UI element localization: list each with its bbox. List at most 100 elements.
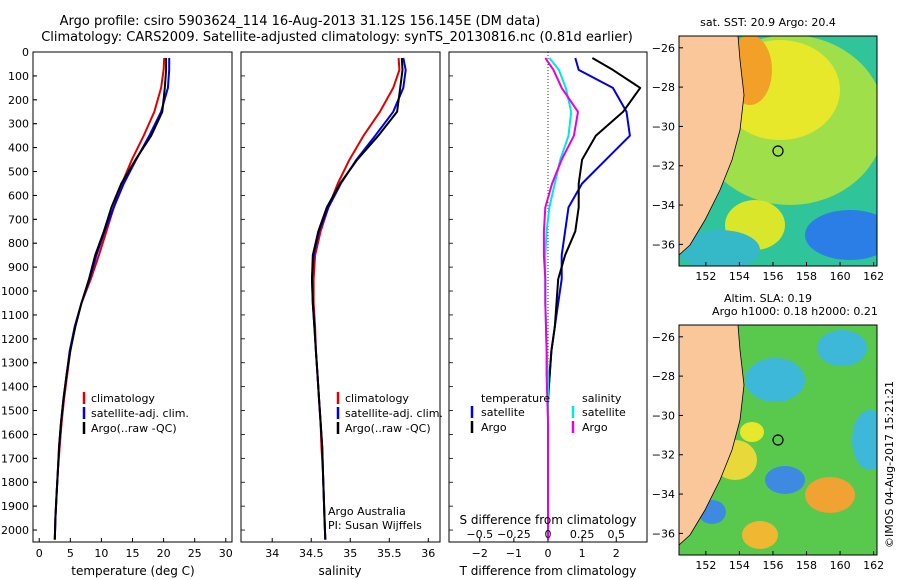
x-tick-label: −2: [472, 547, 488, 560]
depth-tick-label: 1600: [1, 428, 29, 441]
sst-map-frame: [678, 35, 878, 267]
x-tick-label: 35.5: [377, 547, 402, 560]
sst-cool-coast: [680, 230, 760, 266]
s-diff-tick-label: 0: [545, 528, 552, 541]
x-tick-label: 10: [94, 547, 108, 560]
legend-label-argo: Argo(..raw -QC): [91, 422, 177, 435]
sla-low-eddy-5: [852, 410, 877, 470]
map-x-tick-label: 152: [695, 270, 716, 283]
temperature-panel-frame: [32, 51, 233, 543]
map-y-tick-label: −36: [652, 238, 675, 251]
sla-map-frame: [678, 324, 878, 556]
x-tick-label: 34.5: [299, 547, 324, 560]
sla-map: [679, 325, 877, 555]
legend-label-satellite: satellite-adj. clim.: [91, 407, 189, 420]
difference-legend: temperature satellite Argo salinity sate…: [470, 392, 626, 434]
depth-tick-label: 1500: [1, 405, 29, 418]
legend-label-climatology: climatology: [91, 392, 155, 405]
series-line-argo-raw-qc-: [311, 57, 404, 540]
map-y-tick-label: −26: [652, 331, 675, 344]
map-x-tick-label: 160: [830, 270, 851, 283]
map-y-tick-label: −32: [652, 160, 675, 173]
map-x-tick-label: 156: [762, 559, 783, 572]
s-diff-tick-label: 0.25: [570, 528, 595, 541]
x-tick-label: 0: [545, 547, 552, 560]
map-x-tick-label: 154: [729, 270, 750, 283]
depth-tick-label: 400: [8, 142, 29, 155]
x-tick-label: 5: [67, 547, 74, 560]
copyright-stamp: ©IMOS 04-Aug-2017 15:21:21: [883, 381, 896, 548]
x-tick-label: 35: [343, 547, 357, 560]
figure-title-line2: Climatology: CARS2009. Satellite-adjuste…: [41, 30, 633, 45]
depth-tick-label: 1400: [1, 381, 29, 394]
map-x-tick-label: 160: [830, 559, 851, 572]
depth-tick-label: 1300: [1, 357, 29, 370]
map-y-tick-label: −28: [652, 370, 675, 383]
depth-tick-label: 600: [8, 189, 29, 202]
map-x-tick-label: 162: [863, 559, 884, 572]
depth-tick-label: 100: [8, 70, 29, 83]
map-x-tick-label: 158: [796, 270, 817, 283]
map-y-tick-label: −34: [652, 488, 675, 501]
map-x-tick-label: 158: [796, 559, 817, 572]
sla-low-eddy-1: [745, 358, 805, 402]
temperature-axis-label: temperature (deg C): [71, 564, 194, 578]
x-tick-label: 25: [188, 547, 202, 560]
t-difference-axis-label: T difference from climatology: [459, 564, 637, 578]
depth-tick-label: 1700: [1, 452, 29, 465]
sst-map: [679, 36, 877, 266]
s-difference-axis-label: S difference from climatology: [460, 513, 637, 527]
x-tick-label: 30: [219, 547, 233, 560]
land-mass: [679, 36, 745, 256]
x-tick-label: 20: [157, 547, 171, 560]
legend-label-argo: Argo(..raw -QC): [345, 422, 431, 435]
map-y-tick-label: −30: [652, 409, 675, 422]
sla-map-title: Altim. SLA: 0.19: [724, 292, 812, 305]
depth-tick-label: 1200: [1, 333, 29, 346]
sla-map-subtitle: Argo h1000: 0.18 h2000: 0.21: [712, 305, 878, 318]
s-diff-tick-label: −0.5: [466, 528, 493, 541]
salinity-axis-label: salinity: [318, 564, 361, 578]
map-x-tick-label: 152: [695, 559, 716, 572]
sla-map-ticks: 152 154 156 158 160 162 −26 −28 −30 −32 −34 −36: [652, 331, 884, 572]
temperature-legend: climatology satellite-adj. clim. Argo(..…: [82, 392, 189, 435]
x-tick-label: 2: [613, 547, 620, 560]
land-mass: [679, 325, 745, 546]
legend-label-climatology: climatology: [345, 392, 409, 405]
pi-note: PI: Susan Wijffels: [328, 519, 422, 532]
data-source-note: Argo Australia: [328, 505, 406, 518]
x-tick-label: 36: [421, 547, 435, 560]
depth-tick-label: 700: [8, 213, 29, 226]
sla-low-eddy-2: [817, 330, 867, 366]
depth-tick-label: 300: [8, 118, 29, 131]
x-tick-label: −1: [506, 547, 522, 560]
sla-high-eddy-4: [740, 422, 764, 442]
x-tick-label: 34: [265, 547, 279, 560]
s-diff-tick-label: 0.5: [608, 528, 626, 541]
sst-cool-region: [805, 210, 877, 260]
map-y-tick-label: −34: [652, 199, 675, 212]
x-tick-label: 0: [36, 547, 43, 560]
depth-tick-label: 500: [8, 166, 29, 179]
sla-high-eddy-2: [805, 477, 855, 513]
depth-axis: 0 100 200 300 400 500 600 700 800 900 1000 1100 1200…: [1, 46, 37, 537]
legend-label-sal-argo: Argo: [582, 421, 608, 434]
sla-high-eddy-3: [742, 521, 778, 549]
map-x-tick-label: 162: [863, 270, 884, 283]
legend-label-sal-satellite: satellite: [582, 406, 626, 419]
figure-title-line1: Argo profile: csiro 5903624_114 16-Aug-2…: [60, 14, 541, 29]
sst-map-ticks: 152 154 156 158 160 162 −26 −28 −30 −32 −34 −36: [652, 42, 884, 283]
series-line-argo-raw-qc-: [53, 58, 168, 540]
legend-label-satellite: satellite-adj. clim.: [345, 407, 443, 420]
map-x-tick-label: 154: [729, 559, 750, 572]
salinity-legend: climatology satellite-adj. clim. Argo(..…: [328, 392, 443, 532]
salinity-plot: 34 34.5 35 35.5 36: [241, 51, 435, 560]
depth-tick-label: 200: [8, 94, 29, 107]
difference-plot: −2 −1 0 1 2 −0.5 −0.25 0 0.25 0.5: [449, 51, 642, 560]
depth-tick-label: 2000: [1, 524, 29, 537]
x-tick-label: 15: [126, 547, 140, 560]
x-tick-label: 1: [579, 547, 586, 560]
legend-label-temp-satellite: satellite: [481, 406, 525, 419]
depth-tick-label: 800: [8, 237, 29, 250]
map-y-tick-label: −30: [652, 120, 675, 133]
